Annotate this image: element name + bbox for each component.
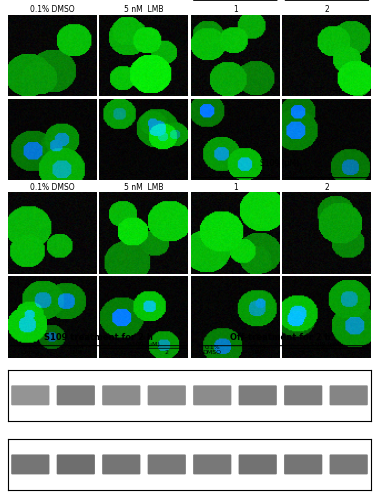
- Text: S109 (μM): S109 (μM): [260, 159, 299, 168]
- FancyBboxPatch shape: [102, 386, 140, 406]
- FancyBboxPatch shape: [11, 454, 49, 474]
- FancyBboxPatch shape: [330, 386, 368, 406]
- Text: Off-treatment for 2 h: Off-treatment for 2 h: [230, 332, 331, 342]
- Text: S109 treatment for 2 h: S109 treatment for 2 h: [44, 332, 153, 342]
- Title: 1: 1: [233, 182, 238, 192]
- Text: S109 (μM): S109 (μM): [310, 342, 342, 347]
- FancyBboxPatch shape: [330, 454, 368, 474]
- FancyBboxPatch shape: [284, 386, 322, 406]
- Text: 0.1%
DMSO: 0.1% DMSO: [21, 344, 40, 356]
- Text: 1: 1: [119, 350, 123, 356]
- FancyBboxPatch shape: [102, 454, 140, 474]
- FancyBboxPatch shape: [57, 454, 95, 474]
- Text: 0.1%
DMSO: 0.1% DMSO: [203, 344, 222, 356]
- FancyBboxPatch shape: [193, 454, 231, 474]
- FancyBboxPatch shape: [193, 386, 231, 406]
- Title: 0.1% DMSO: 0.1% DMSO: [30, 182, 74, 192]
- FancyBboxPatch shape: [148, 386, 186, 406]
- Title: 2: 2: [324, 5, 329, 14]
- FancyBboxPatch shape: [148, 454, 186, 474]
- Title: 5 nM  LMB: 5 nM LMB: [124, 182, 163, 192]
- FancyBboxPatch shape: [11, 386, 49, 406]
- Text: S109 (μM): S109 (μM): [128, 342, 160, 347]
- FancyBboxPatch shape: [57, 386, 95, 406]
- Title: 1: 1: [233, 5, 238, 14]
- Text: 5 nM
LMB: 5 nM LMB: [250, 344, 265, 356]
- FancyBboxPatch shape: [239, 454, 277, 474]
- Title: 5 nM  LMB: 5 nM LMB: [124, 5, 163, 14]
- Title: 0.1% DMSO: 0.1% DMSO: [30, 5, 74, 14]
- Title: 2: 2: [324, 182, 329, 192]
- Text: 5 nM
LMB: 5 nM LMB: [68, 344, 83, 356]
- Text: 1: 1: [301, 350, 305, 356]
- Text: 2: 2: [347, 350, 351, 356]
- FancyBboxPatch shape: [239, 386, 277, 406]
- Text: 2: 2: [165, 350, 169, 356]
- FancyBboxPatch shape: [284, 454, 322, 474]
